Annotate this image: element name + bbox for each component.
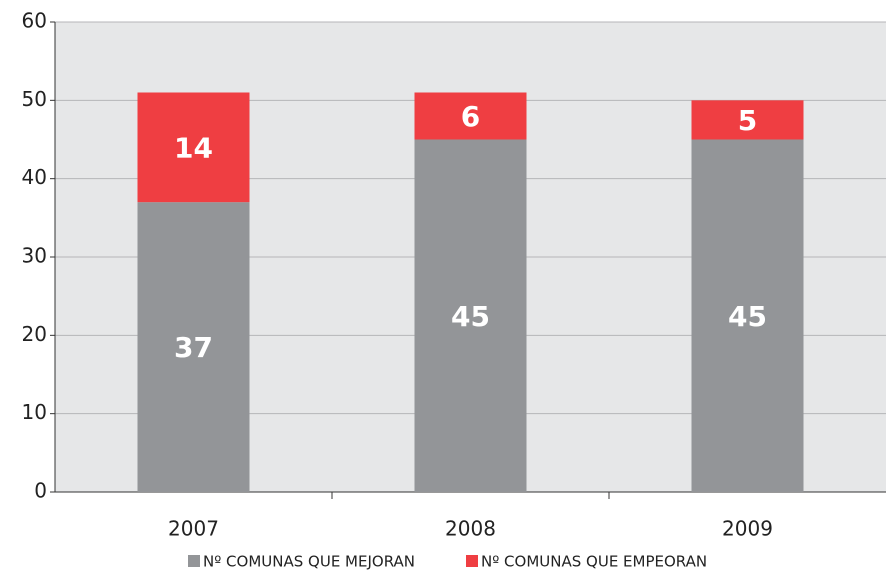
y-tick-label: 30 <box>22 244 47 268</box>
legend-label: Nº COMUNAS QUE MEJORAN <box>203 553 415 571</box>
data-label: 37 <box>174 331 213 364</box>
y-tick-label: 10 <box>22 400 47 424</box>
y-tick-label: 20 <box>22 322 47 346</box>
data-label: 14 <box>174 131 213 164</box>
data-label: 45 <box>451 300 490 333</box>
data-label: 5 <box>738 104 757 137</box>
x-tick-label: 2007 <box>168 517 219 541</box>
bar-segment <box>691 100 804 140</box>
x-tick-label: 2008 <box>445 517 496 541</box>
y-tick-label: 0 <box>34 479 47 503</box>
bar-segment <box>414 139 527 492</box>
bar-segment <box>414 92 527 140</box>
bar-segment <box>137 92 250 203</box>
data-label: 6 <box>461 100 480 133</box>
y-tick-label: 40 <box>22 165 47 189</box>
data-label: 45 <box>728 300 767 333</box>
x-tick-label: 2009 <box>722 517 773 541</box>
y-tick-label: 60 <box>22 9 47 33</box>
legend-label: Nº COMUNAS QUE EMPEORAN <box>481 553 707 571</box>
bar-segment <box>137 202 250 492</box>
legend-swatch <box>188 555 200 567</box>
bar-segment <box>691 139 804 492</box>
y-tick-label: 50 <box>22 87 47 111</box>
legend-swatch <box>466 555 478 567</box>
